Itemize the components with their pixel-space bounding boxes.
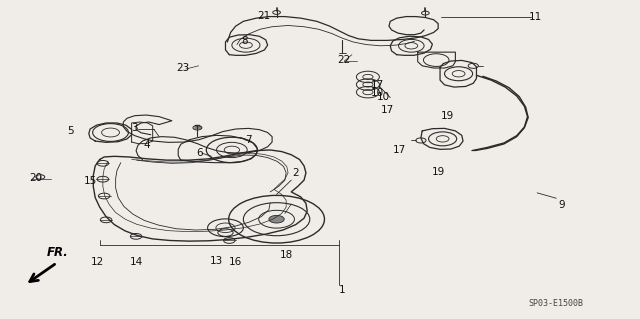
Text: 7: 7	[245, 135, 252, 145]
Text: SP03-E1500B: SP03-E1500B	[529, 299, 584, 308]
Text: 9: 9	[558, 200, 564, 210]
Text: 16: 16	[229, 257, 243, 267]
Text: 15: 15	[83, 176, 97, 186]
Text: 4: 4	[143, 140, 150, 150]
Text: 13: 13	[210, 256, 223, 265]
Circle shape	[269, 215, 284, 223]
Text: 11: 11	[529, 11, 543, 22]
Text: 17: 17	[371, 80, 384, 90]
Text: 5: 5	[68, 126, 74, 136]
Text: 22: 22	[338, 56, 351, 65]
Text: 10: 10	[378, 92, 390, 102]
Text: 12: 12	[91, 257, 104, 267]
Text: 14: 14	[129, 257, 143, 267]
Text: 6: 6	[196, 148, 204, 158]
Text: 3: 3	[131, 123, 138, 133]
Text: 8: 8	[241, 36, 248, 46]
Text: FR.: FR.	[47, 246, 68, 259]
Text: 2: 2	[292, 168, 299, 178]
Text: 1: 1	[339, 286, 346, 295]
Text: 20: 20	[29, 173, 42, 183]
Text: 18: 18	[280, 250, 293, 260]
Text: 17: 17	[393, 145, 406, 155]
Text: 23: 23	[177, 63, 190, 73]
Text: 10: 10	[371, 88, 384, 98]
Text: 19: 19	[441, 111, 454, 121]
Text: 19: 19	[431, 167, 445, 177]
Text: 21: 21	[257, 11, 271, 21]
Text: 17: 17	[380, 105, 394, 115]
